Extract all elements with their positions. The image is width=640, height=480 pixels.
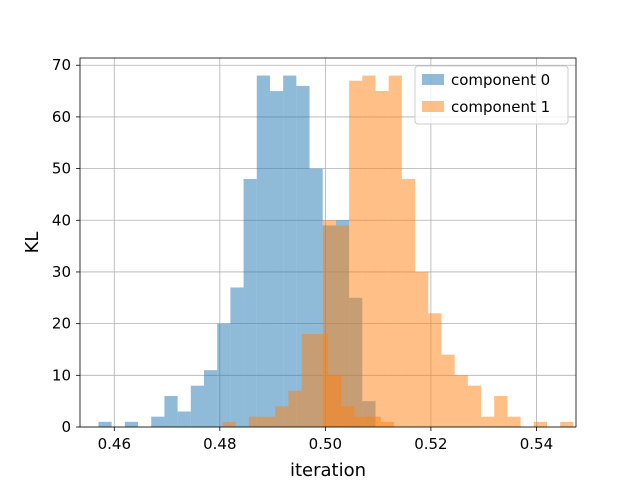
y-tick-label: 10 <box>52 366 71 384</box>
bar-component-1 <box>494 395 508 427</box>
bar-component-0 <box>177 411 191 427</box>
bar-component-1 <box>375 91 389 428</box>
y-tick-label: 20 <box>52 315 71 333</box>
bar-component-1 <box>401 178 416 427</box>
y-tick-label: 50 <box>52 160 71 178</box>
x-tick-label: 0.54 <box>520 435 553 453</box>
bar-component-1 <box>507 416 521 427</box>
y-tick-label: 0 <box>61 418 71 436</box>
y-tick-label: 70 <box>52 56 71 74</box>
legend-label-component-1: component 1 <box>451 98 550 116</box>
bar-component-0 <box>98 421 112 427</box>
y-tick-label: 60 <box>52 108 71 126</box>
bar-component-1 <box>388 75 402 428</box>
legend-swatch-component-0 <box>422 74 444 85</box>
bar-component-0 <box>164 395 178 427</box>
bar-component-1 <box>533 421 547 427</box>
x-tick-label: 0.46 <box>98 435 131 453</box>
bar-component-0 <box>124 421 139 427</box>
bar-component-1 <box>362 75 376 428</box>
legend-label-component-0: component 0 <box>451 71 550 89</box>
bar-component-0 <box>190 385 204 427</box>
x-tick-label: 0.50 <box>309 435 342 453</box>
bar-component-1 <box>301 333 315 427</box>
bar-component-1 <box>222 421 236 427</box>
plot-frame <box>79 57 577 428</box>
bar-component-0 <box>204 370 218 427</box>
legend-swatch-component-1 <box>422 101 444 112</box>
bar-component-1 <box>275 406 289 427</box>
bar-component-1 <box>454 375 468 427</box>
bar-component-0 <box>269 91 284 428</box>
bar-component-1 <box>560 421 574 427</box>
bar-component-0 <box>256 75 270 428</box>
x-tick-label: 0.52 <box>414 435 447 453</box>
bar-component-1 <box>481 416 495 427</box>
bar-component-1 <box>322 220 336 427</box>
x-axis-label: iteration <box>290 460 366 480</box>
bar-component-1 <box>248 416 263 427</box>
bar-component-1 <box>415 271 429 427</box>
legend-box <box>414 65 569 125</box>
bar-component-1 <box>467 385 482 427</box>
bar-component-1 <box>349 80 363 427</box>
bar-component-0 <box>151 416 165 427</box>
bar-component-1 <box>262 416 276 427</box>
bar-component-1 <box>428 313 442 427</box>
y-tick-label: 30 <box>52 263 71 281</box>
bar-component-1 <box>335 225 350 427</box>
bar-component-1 <box>288 390 302 427</box>
y-tick-label: 40 <box>52 211 71 229</box>
y-axis-label: KL <box>22 232 43 254</box>
bar-component-0 <box>230 287 244 427</box>
bar-component-0 <box>243 178 257 427</box>
bar-component-0 <box>283 75 297 428</box>
bar-component-0 <box>217 323 231 427</box>
x-tick-label: 0.48 <box>203 435 236 453</box>
bars <box>98 75 574 428</box>
legend: component 0 component 1 <box>414 65 569 125</box>
ticks: 0.46 0.48 0.50 0.52 0.54 0 10 20 30 40 50 60 70 <box>52 56 553 453</box>
bar-component-1 <box>441 354 455 427</box>
